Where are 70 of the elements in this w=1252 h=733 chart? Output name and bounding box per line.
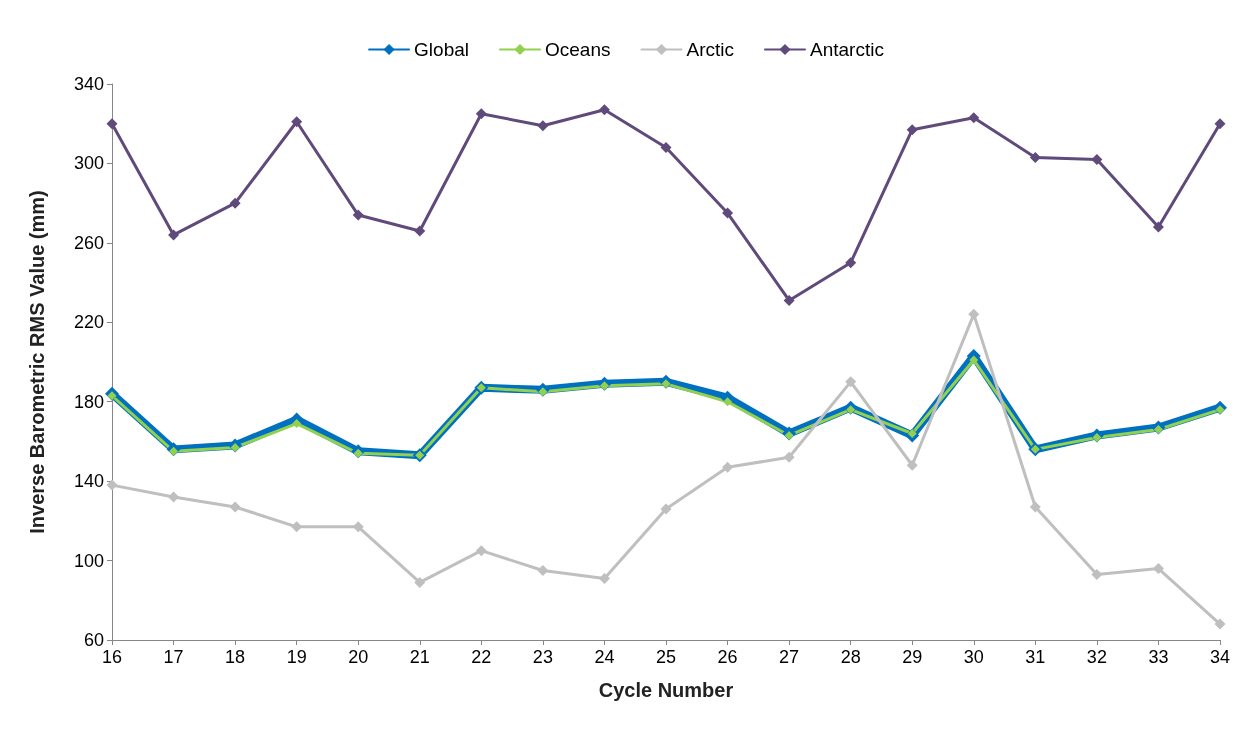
y-tick-label: 220	[73, 312, 104, 333]
point	[414, 225, 426, 237]
point	[292, 419, 302, 429]
x-tick-label: 27	[779, 647, 800, 667]
legend-label: Antarctic	[809, 39, 884, 60]
point	[783, 294, 795, 306]
y-tick-label: 260	[73, 232, 104, 253]
x-tick-label: 26	[717, 647, 738, 667]
y-tick-label: 180	[73, 391, 104, 412]
point	[537, 120, 549, 132]
x-tick-label: 22	[471, 647, 492, 667]
y-tick-label: 60	[83, 630, 104, 650]
point	[906, 124, 918, 136]
point	[845, 376, 857, 388]
x-tick-label: 23	[532, 647, 553, 667]
point	[906, 459, 918, 471]
point	[168, 229, 180, 241]
x-tick-label: 28	[840, 647, 861, 667]
point	[1214, 618, 1226, 630]
point	[414, 576, 426, 588]
point	[722, 207, 734, 219]
point	[723, 397, 733, 407]
point	[660, 503, 672, 515]
y-tick-label: 300	[73, 153, 104, 174]
point	[229, 501, 241, 513]
legend-label: Oceans	[545, 39, 611, 60]
x-axis-title: Cycle Number	[598, 679, 734, 701]
x-tick-label: 20	[348, 647, 369, 667]
x-tick-label: 24	[594, 647, 615, 667]
point	[1091, 153, 1103, 165]
legend-label: Arctic	[686, 39, 734, 60]
point	[845, 257, 857, 269]
x-tick-label: 29	[902, 647, 923, 667]
point	[475, 108, 487, 120]
x-tick-label: 30	[963, 647, 984, 667]
point	[475, 545, 487, 557]
x-tick-label: 21	[409, 647, 430, 667]
point	[783, 451, 795, 463]
legend-label: Global	[414, 39, 470, 60]
point	[106, 479, 118, 491]
point	[1029, 151, 1041, 163]
point	[969, 355, 979, 365]
x-tick-label: 19	[286, 647, 307, 667]
point	[968, 112, 980, 124]
x-tick-label: 17	[163, 647, 184, 667]
x-tick-label: 16	[101, 647, 123, 667]
point	[598, 572, 610, 584]
point	[352, 209, 364, 221]
point	[968, 308, 980, 320]
point	[598, 104, 610, 116]
x-tick-label: 31	[1025, 647, 1046, 667]
y-tick-label: 100	[73, 550, 104, 571]
x-tick-label: 32	[1086, 647, 1107, 667]
point	[106, 118, 118, 130]
x-tick-label: 34	[1209, 647, 1231, 667]
y-tick-label: 340	[73, 74, 104, 94]
point	[291, 116, 303, 128]
point	[1214, 118, 1226, 130]
point	[537, 565, 549, 576]
point	[1029, 501, 1041, 513]
point	[1152, 221, 1164, 233]
y-axis-title: Inverse Barometric RMS Value (mm)	[26, 190, 48, 534]
point	[660, 142, 672, 154]
x-tick-label: 33	[1148, 647, 1169, 667]
y-tick-label: 140	[73, 471, 104, 492]
x-tick-label: 25	[655, 647, 677, 667]
point	[229, 197, 241, 209]
point	[1091, 568, 1103, 580]
point	[168, 491, 180, 503]
x-tick-label: 18	[225, 647, 246, 667]
